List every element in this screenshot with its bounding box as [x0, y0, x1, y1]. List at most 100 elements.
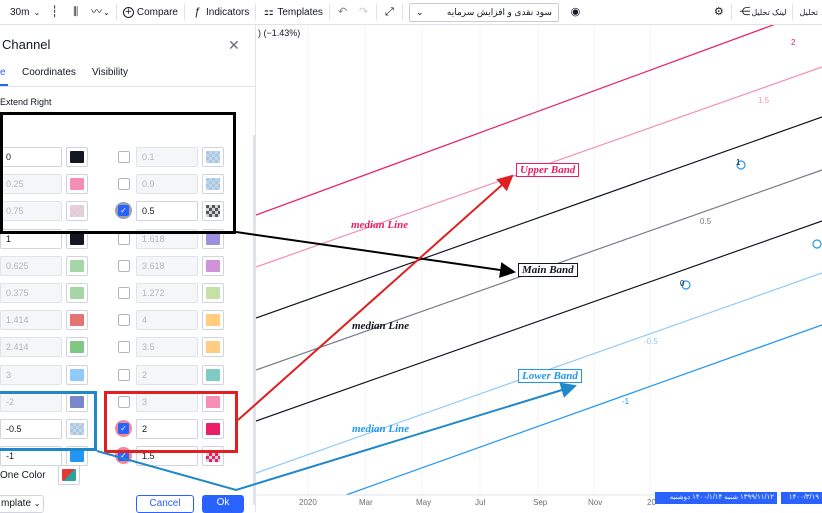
- level-color-swatch[interactable]: [66, 364, 88, 385]
- level-value-input[interactable]: 3.5: [136, 337, 198, 358]
- level-checkbox[interactable]: [118, 259, 130, 272]
- level-checkbox[interactable]: [118, 232, 130, 245]
- level-value-input[interactable]: 0.625: [0, 255, 62, 276]
- level-value-input[interactable]: 0.75: [0, 201, 62, 222]
- tab-visibility[interactable]: Visibility: [92, 67, 128, 78]
- share-icon: ⋲: [739, 5, 751, 18]
- level-checkbox[interactable]: [118, 368, 130, 381]
- level-color-swatch[interactable]: [66, 147, 88, 167]
- level-value-input[interactable]: 0: [0, 147, 62, 167]
- level-color-swatch[interactable]: [66, 391, 88, 412]
- level-value-input[interactable]: 0.25: [0, 174, 62, 195]
- level-value-input[interactable]: 1.414: [0, 310, 62, 331]
- level-color-swatch[interactable]: [202, 310, 224, 331]
- level-color-swatch[interactable]: [66, 255, 88, 276]
- indicators-icon: ƒ: [194, 5, 201, 18]
- cancel-button[interactable]: Cancel: [136, 495, 194, 513]
- visibility-button[interactable]: ◉: [565, 0, 586, 25]
- level-label-0: 0: [680, 279, 685, 288]
- level-row: 0.375 1.272: [0, 283, 236, 305]
- anchor-point: [681, 280, 691, 290]
- one-color-label: One Color: [0, 470, 46, 481]
- level-checkbox[interactable]: [118, 341, 130, 354]
- date-range-badge: ۱۳۹۹/۱۱/۱۲ شنبه ۱۴۰۰/۱/۱۴ دوشنبه: [655, 492, 777, 504]
- template-label: mplate: [1, 498, 32, 509]
- divider: [792, 4, 794, 20]
- black-highlight-box: [0, 112, 236, 234]
- level-color-swatch[interactable]: [202, 147, 224, 167]
- lower-band-label: Lower Band: [518, 369, 582, 383]
- main-band-label: Main Band: [518, 263, 578, 277]
- level-color-swatch[interactable]: [66, 201, 88, 222]
- level-1-line: [256, 116, 822, 319]
- compare-button[interactable]: + Compare: [119, 0, 182, 25]
- tab-coordinates[interactable]: Coordinates: [22, 67, 76, 78]
- level-value-input[interactable]: 3.618: [136, 255, 198, 276]
- level-color-swatch[interactable]: [66, 419, 88, 439]
- x-axis-label: Nov: [588, 498, 603, 507]
- interval-selector[interactable]: 30m ⌄: [0, 0, 44, 25]
- divider: [184, 4, 185, 20]
- scrollbar[interactable]: [253, 135, 256, 505]
- chart-area[interactable]: 2 1.5 1 0.5 0 -0.5 -1 median Line median…: [256, 25, 822, 512]
- level-value-input[interactable]: 0.1: [136, 147, 198, 167]
- level-checkbox[interactable]: ✓: [115, 202, 132, 220]
- level-value-input[interactable]: 0.375: [0, 283, 62, 303]
- level-label-minus-0.5: -0.5: [644, 337, 658, 346]
- template-dropdown[interactable]: mplate ⌄: [0, 495, 44, 513]
- level-value-input[interactable]: 4: [136, 310, 198, 331]
- settings-button[interactable]: ⚙: [708, 0, 729, 25]
- level-value-input[interactable]: 0.5: [136, 201, 198, 222]
- redo-icon: ↷: [358, 5, 369, 18]
- compare-label: Compare: [136, 6, 178, 18]
- level-color-swatch[interactable]: [202, 283, 224, 303]
- x-axis-label: 2020: [299, 498, 317, 507]
- level-value-input[interactable]: -1: [0, 446, 62, 467]
- median-line-label-mid: median Line: [352, 320, 410, 332]
- median-line-label-bottom: median Line: [352, 423, 410, 435]
- x-axis-label: Sep: [533, 498, 548, 507]
- date-end-badge: ۱۴۰۰/۳/۱۹: [781, 492, 822, 504]
- level-value-input[interactable]: 1.272: [136, 283, 198, 303]
- level-color-swatch[interactable]: [202, 201, 224, 222]
- link-analysis-button[interactable]: ⋲ لینک تحلیل: [734, 0, 790, 25]
- level-color-swatch[interactable]: [202, 364, 224, 385]
- fullscreen-icon: ⤢: [385, 5, 394, 18]
- close-icon[interactable]: ✕: [228, 37, 240, 53]
- bar-style-button[interactable]: ┆: [44, 0, 65, 25]
- level-color-swatch[interactable]: [202, 174, 224, 195]
- level-value-input[interactable]: 0.9: [136, 174, 198, 195]
- level-value-input[interactable]: -0.5: [0, 419, 62, 439]
- tab-style[interactable]: e: [0, 67, 6, 78]
- one-color-swatch[interactable]: [58, 465, 80, 485]
- x-axis-label: Mar: [359, 498, 373, 507]
- level-color-swatch[interactable]: [66, 310, 88, 331]
- level-row: 2.414 3.5: [0, 337, 236, 359]
- level-checkbox[interactable]: [118, 287, 130, 299]
- templates-button[interactable]: ⚏ Templates: [258, 0, 327, 25]
- ok-button[interactable]: Ok: [202, 495, 244, 513]
- undo-button[interactable]: ↶: [332, 0, 353, 25]
- level-color-swatch[interactable]: [66, 174, 88, 195]
- indicators-button[interactable]: ƒ Indicators: [187, 0, 253, 25]
- level-value-input[interactable]: 2.414: [0, 337, 62, 358]
- redo-button[interactable]: ↷: [353, 0, 374, 25]
- undo-icon: ↶: [337, 5, 348, 18]
- blue-highlight-box: [0, 391, 97, 451]
- level-checkbox[interactable]: [118, 151, 130, 163]
- anchor-point: [736, 160, 746, 170]
- level-value-input[interactable]: 3: [0, 364, 62, 385]
- analysis-button[interactable]: تحلیل: [795, 0, 822, 25]
- level-checkbox[interactable]: [118, 314, 130, 327]
- level-color-swatch[interactable]: [66, 337, 88, 358]
- level-checkbox[interactable]: [118, 178, 130, 191]
- line-style-button[interactable]: 〰 ⌄: [91, 5, 110, 18]
- symbol-dropdown[interactable]: ⌄ سود نقدی و افزایش سرمایه: [408, 2, 559, 22]
- fullscreen-button[interactable]: ⤢: [379, 0, 400, 25]
- level-color-swatch[interactable]: [202, 255, 224, 276]
- candle-style-button[interactable]: ⫼: [65, 0, 86, 25]
- chevron-down-icon: ⌄: [33, 499, 41, 508]
- level-value-input[interactable]: 2: [136, 364, 198, 385]
- level-color-swatch[interactable]: [202, 337, 224, 358]
- level-color-swatch[interactable]: [66, 283, 88, 303]
